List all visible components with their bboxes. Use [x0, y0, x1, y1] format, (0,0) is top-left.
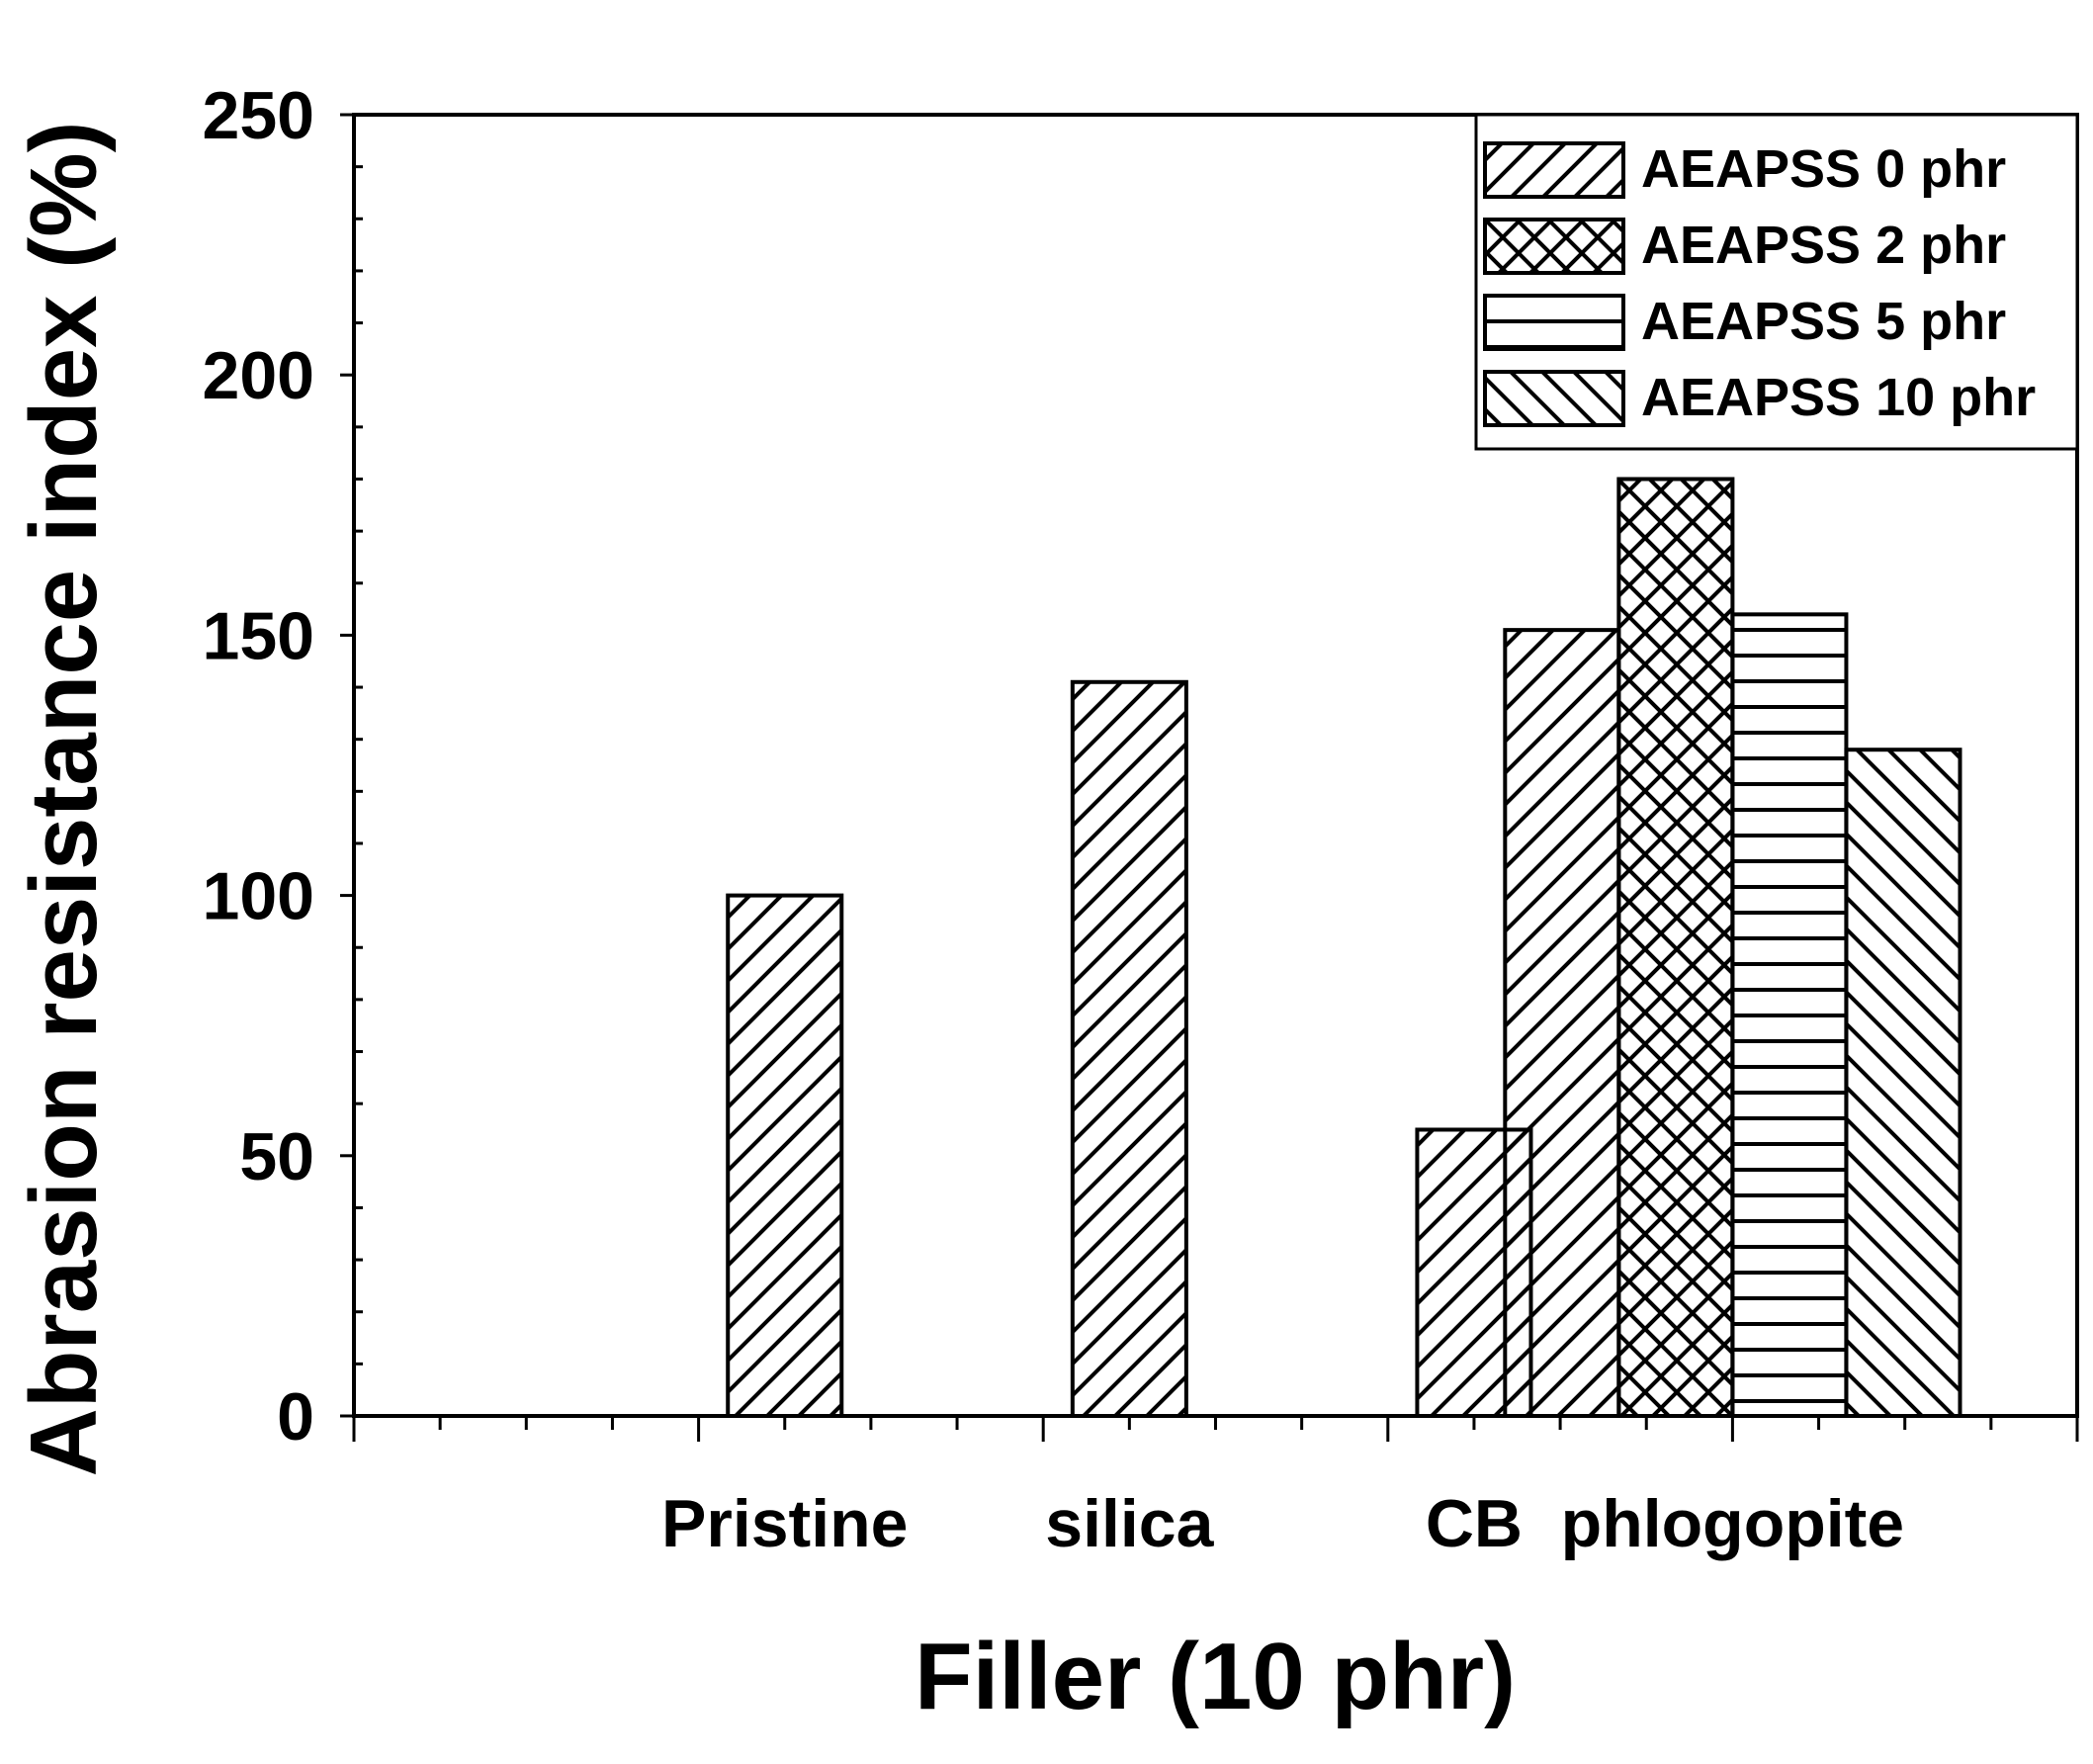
bar-phlogopite-aeapss-10-phr — [1844, 748, 1962, 1418]
bars — [726, 477, 1962, 1419]
legend-label: AEAPSS 10 phr — [1641, 368, 2036, 427]
x-tick-label: silica — [1045, 1486, 1214, 1561]
bar-pristine-aeapss-0-phr — [726, 893, 844, 1418]
legend-swatch — [1483, 218, 1625, 275]
y-tick-label: 50 — [239, 1119, 314, 1194]
y-axis-title: Abrasion resistance index (%) — [11, 121, 117, 1476]
legend-swatch — [1483, 294, 1625, 351]
y-tick-label: 150 — [203, 598, 314, 673]
bar-phlogopite-aeapss-0-phr — [1503, 628, 1621, 1418]
y-axis: 0 50 100 150 200 250 — [203, 78, 363, 1455]
legend: AEAPSS 0 phr AEAPSS 2 phr AEAPSS 5 phr AEAP… — [1474, 113, 2079, 451]
x-tick-label: CB — [1426, 1486, 1523, 1561]
x-tick-label: Pristine — [661, 1486, 908, 1561]
x-tick-label: phlogopite — [1561, 1486, 1904, 1561]
legend-swatch — [1483, 141, 1625, 199]
bar-silica-aeapss-0-phr — [1070, 679, 1188, 1418]
legend-label: AEAPSS 5 phr — [1641, 292, 2006, 351]
bar-phlogopite-aeapss-2-phr — [1616, 477, 1735, 1419]
bar-phlogopite-aeapss-5-phr — [1730, 612, 1849, 1418]
x-axis-title: Filler (10 phr) — [915, 1624, 1516, 1729]
y-tick-label: 250 — [203, 78, 314, 153]
legend-label: AEAPSS 2 phr — [1641, 216, 2006, 275]
legend-swatch — [1483, 370, 1625, 427]
x-axis: Pristine silica CB phlogopite — [352, 1416, 2079, 1561]
y-tick-label: 0 — [277, 1379, 314, 1455]
y-tick-label: 100 — [203, 859, 314, 934]
legend-label: AEAPSS 0 phr — [1641, 139, 2006, 199]
y-tick-label: 200 — [203, 338, 314, 413]
